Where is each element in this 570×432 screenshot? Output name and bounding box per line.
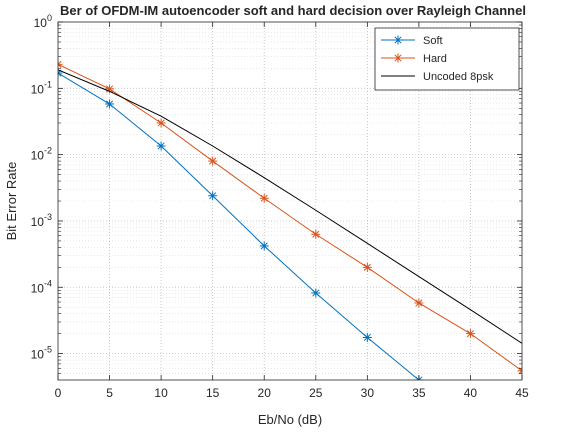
- marker-stroke: [415, 376, 420, 380]
- y-tick-label-base: 10: [31, 149, 45, 163]
- x-tick-label: 30: [361, 386, 375, 400]
- series-lines: [58, 59, 522, 380]
- marker-stroke: [157, 119, 165, 127]
- y-tick-label: 10-1: [31, 79, 52, 96]
- x-tick-label: 20: [258, 386, 272, 400]
- y-tick-label: 10-5: [31, 345, 52, 362]
- marker-stroke: [312, 230, 320, 238]
- data-point: [362, 262, 372, 272]
- y-tick-label-base: 10: [34, 16, 48, 30]
- marker-stroke: [58, 60, 62, 66]
- data-point: [105, 84, 115, 94]
- marker-stroke: [394, 36, 402, 44]
- y-tick-label: 10-3: [31, 212, 52, 229]
- data-point: [259, 241, 269, 251]
- x-tick-label: 35: [412, 386, 426, 400]
- data-point: [259, 193, 269, 203]
- marker-stroke: [363, 333, 371, 342]
- marker-stroke: [106, 85, 114, 93]
- x-tick-label: 5: [106, 386, 113, 400]
- y-tick-label-base: 10: [31, 82, 45, 96]
- data-point: [311, 288, 321, 298]
- y-tick-label-exponent: -4: [44, 278, 52, 288]
- data-point: [393, 35, 403, 45]
- marker-stroke: [518, 367, 522, 372]
- data-point: [105, 99, 115, 109]
- legend-label-uncoded-8psk: Uncoded 8psk: [423, 71, 494, 83]
- x-tick-label: 45: [515, 386, 529, 400]
- data-point: [414, 298, 424, 308]
- data-point: [208, 156, 218, 166]
- data-point: [58, 59, 63, 69]
- marker-stroke: [466, 330, 474, 338]
- marker-stroke: [209, 157, 217, 165]
- series-line-uncoded-8psk: [58, 69, 522, 344]
- y-tick-label-exponent: -2: [44, 146, 52, 156]
- data-point: [362, 332, 372, 342]
- legend-label-soft: Soft: [423, 35, 443, 47]
- marker-stroke: [394, 54, 402, 62]
- y-tick-label-exponent: -3: [44, 212, 52, 222]
- chart-title: Ber of OFDM-IM autoencoder soft and hard…: [60, 3, 526, 18]
- marker-stroke: [209, 192, 217, 200]
- data-point: [311, 229, 321, 239]
- x-tick-label: 40: [464, 386, 478, 400]
- y-axis-label: Bit Error Rate: [4, 162, 19, 241]
- data-point: [156, 141, 166, 151]
- marker-stroke: [415, 299, 423, 307]
- data-point: [156, 118, 166, 128]
- data-point: [393, 53, 403, 63]
- marker-stroke: [363, 263, 371, 271]
- series-line-hard: [58, 63, 522, 372]
- data-point: [465, 329, 475, 339]
- legend-label-hard: Hard: [423, 53, 447, 65]
- x-tick-label: 15: [206, 386, 220, 400]
- data-point: [208, 191, 218, 201]
- y-tick-label: 100: [34, 13, 52, 30]
- grid-lines: [58, 22, 522, 380]
- marker-stroke: [157, 142, 165, 150]
- marker-stroke: [260, 194, 268, 202]
- marker-stroke: [518, 370, 522, 375]
- legend: Soft Hard Uncoded 8psk: [374, 27, 520, 91]
- y-tick-label-exponent: -1: [44, 79, 52, 89]
- y-tick-label: 10-2: [31, 146, 52, 163]
- marker-stroke: [260, 242, 268, 250]
- data-point: [517, 366, 522, 376]
- marker-stroke: [418, 376, 423, 380]
- y-tick-label-base: 10: [31, 281, 45, 295]
- y-tick-label-exponent: -5: [44, 345, 52, 355]
- marker-stroke: [106, 100, 114, 108]
- marker-stroke: [58, 63, 62, 68]
- y-tick-label: 10-4: [31, 278, 52, 295]
- x-tick-label: 10: [154, 386, 168, 400]
- x-axis-label: Eb/No (dB): [258, 412, 322, 427]
- x-tick-label: 25: [309, 386, 323, 400]
- y-tick-label-base: 10: [31, 348, 45, 362]
- marker-stroke: [312, 289, 320, 297]
- series-clip-group: [58, 59, 522, 380]
- y-tick-label-base: 10: [31, 215, 45, 229]
- y-tick-label-exponent: 0: [47, 13, 52, 23]
- marker-stroke: [58, 72, 62, 77]
- x-tick-label: 0: [55, 386, 62, 400]
